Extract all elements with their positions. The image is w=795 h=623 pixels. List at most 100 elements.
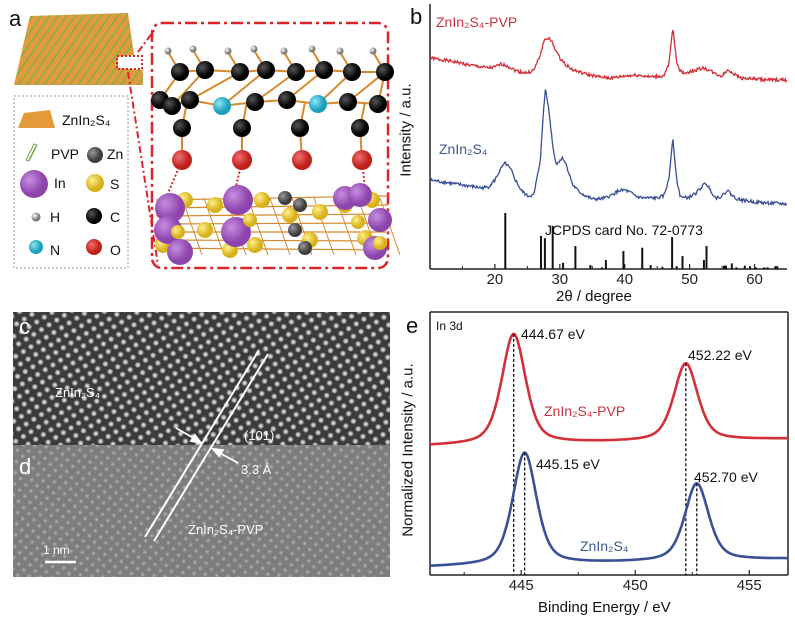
legend-label-s: S	[110, 176, 120, 192]
n-atom	[309, 95, 327, 113]
c-atom	[339, 93, 357, 111]
xrd-y-axis-label: Intensity / a.u.	[397, 83, 415, 177]
legend-label-n: N	[50, 242, 61, 258]
panel-label-e: e	[406, 313, 419, 338]
xps-x-tick-label: 450	[623, 577, 648, 594]
o-atom	[292, 150, 312, 170]
legend-label-h: H	[50, 209, 61, 225]
c-atom	[163, 97, 181, 115]
tem-image-c	[13, 312, 390, 445]
in-atom-icon	[20, 170, 48, 198]
jcpds-annotation: JCPDS card No. 72-0773	[545, 222, 703, 238]
tem-label-znin2s4-pvp: ZnIn₂S₄-PVP	[188, 522, 264, 537]
lattice-bond	[155, 222, 389, 225]
xps-peak-label-1: 444.67 eV	[521, 326, 585, 342]
pvp-icon	[25, 143, 38, 162]
in-atom	[221, 217, 251, 247]
s-atom	[247, 237, 263, 253]
xrd-x-tick-label: 40	[616, 271, 633, 288]
xps-series-line	[430, 451, 788, 567]
tem-image-d-tint	[13, 445, 390, 577]
c-atom	[171, 63, 189, 81]
s-atom	[282, 207, 298, 223]
lattice-bond	[203, 197, 225, 256]
c-atom	[233, 119, 251, 137]
h-atom	[336, 47, 344, 55]
h-atom	[280, 47, 288, 55]
lattice-bond	[247, 197, 269, 256]
c-atom	[196, 61, 214, 79]
panel-label-c: c	[19, 314, 30, 339]
c-atom	[291, 119, 309, 137]
xps-peak-label-2: 452.22 eV	[688, 347, 752, 363]
s-atom	[351, 215, 365, 229]
xps-x-tick-label: 445	[509, 577, 534, 594]
zn-atom	[298, 241, 312, 255]
legend-label-c: C	[110, 209, 121, 225]
zn-atom	[293, 198, 307, 212]
nanosheet-illustration	[14, 13, 143, 85]
c-atom	[287, 63, 305, 81]
xps-x-axis-label: Binding Energy / eV	[538, 599, 671, 616]
legend-label-in: In	[54, 175, 66, 191]
legend-label-pvp: PVP	[51, 146, 80, 162]
xrd-series-line	[429, 29, 788, 84]
xps-title: In 3d	[436, 319, 463, 333]
c-atom	[181, 91, 199, 109]
in-atom	[368, 208, 392, 232]
tem-images	[13, 312, 390, 577]
xrd-series-line	[429, 89, 788, 207]
lattice-bond	[155, 213, 389, 217]
panel-label-b: b	[410, 4, 423, 29]
panel-label-d: d	[19, 454, 32, 479]
in-atom	[223, 185, 253, 215]
tem-image-d	[13, 445, 390, 577]
xps-peak-label-3: 445.15 eV	[536, 456, 600, 472]
o-atom	[172, 150, 192, 170]
xps-series-line	[430, 332, 788, 446]
zn-atom	[278, 191, 292, 205]
xps-y-axis-label: Normalized Intensity / a.u.	[399, 363, 417, 537]
bond	[189, 71, 241, 101]
o-atom	[232, 150, 252, 170]
n-atom-icon	[29, 240, 43, 254]
panel-a-schematic	[13, 13, 400, 270]
c-atom	[315, 61, 333, 79]
pvp-znin2s4-structure	[151, 45, 400, 265]
h-atom	[224, 47, 232, 55]
zn-atom-icon	[87, 147, 103, 163]
xrd-series-label-znin2s4: ZnIn₂S₄	[439, 141, 488, 157]
bond	[221, 69, 267, 107]
c-atom-icon	[86, 208, 102, 224]
coordination-line	[165, 159, 183, 199]
xps-peak-label-4: 452.70 eV	[694, 469, 758, 485]
c-atom	[343, 63, 361, 81]
in-atom	[167, 239, 193, 265]
xrd-x-tick-label: 20	[487, 271, 504, 288]
d-spacing-label: 3.3 Å	[241, 462, 272, 477]
lattice-bond	[269, 197, 291, 256]
s-atom	[243, 213, 257, 227]
spacing-arrows	[175, 427, 239, 464]
zoom-frame	[150, 21, 390, 270]
xrd-x-tick-label: 60	[746, 271, 763, 288]
c-atom	[257, 61, 275, 79]
xrd-x-axis-label: 2θ / degree	[556, 288, 632, 305]
panel-label-a: a	[9, 6, 22, 31]
c-atom	[351, 119, 369, 137]
zoom-connector-lines	[116, 27, 159, 266]
xrd-series-label-pvp: ZnIn₂S₄-PVP	[436, 14, 518, 30]
s-atom	[373, 236, 387, 250]
o-atom	[352, 150, 372, 170]
lattice-plane-label: (101)	[244, 428, 275, 443]
tem-label-znin2s4: ZnIn₂S₄	[55, 385, 101, 400]
h-atom	[164, 47, 172, 55]
in-atom	[348, 183, 372, 207]
h-atom	[189, 45, 197, 53]
lattice-bond	[155, 247, 389, 251]
legend-label-zn: Zn	[107, 146, 124, 162]
c-atom	[246, 93, 264, 111]
znin2s4-sheet-icon	[18, 110, 55, 128]
